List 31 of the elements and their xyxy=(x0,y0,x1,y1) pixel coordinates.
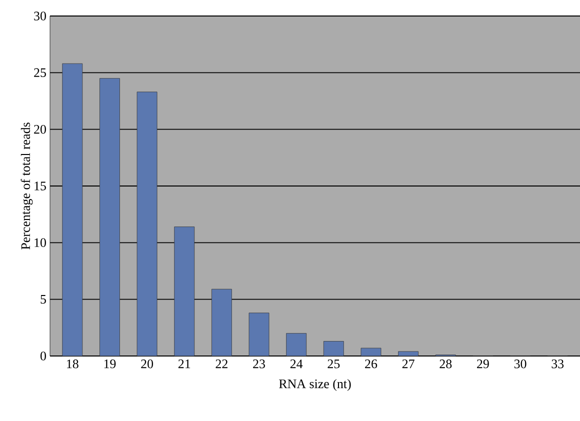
x-tick-label: 23 xyxy=(253,360,265,368)
x-tick-label: 19 xyxy=(104,360,116,368)
y-tick-label: 15 xyxy=(34,182,46,190)
x-tick-label: 33 xyxy=(552,360,564,368)
bar xyxy=(212,289,232,356)
x-tick-label: 25 xyxy=(328,360,340,368)
x-tick-label: 29 xyxy=(477,360,489,368)
bar xyxy=(62,64,82,356)
y-tick-label: 5 xyxy=(40,295,46,304)
y-tick-label: 10 xyxy=(34,238,46,248)
x-tick-label: 21 xyxy=(178,360,190,368)
bar xyxy=(137,92,158,356)
bar xyxy=(286,333,306,356)
x-tick-label: 22 xyxy=(216,360,228,368)
y-tick-label: 0 xyxy=(40,352,46,360)
y-axis-title: Percentage of total reads xyxy=(20,122,33,250)
y-tick-label: 20 xyxy=(34,124,46,134)
x-tick-label: 28 xyxy=(440,360,452,368)
bar xyxy=(174,226,194,356)
bar xyxy=(249,312,270,356)
x-tick-label: 24 xyxy=(290,360,303,368)
x-tick-label: 18 xyxy=(67,360,78,368)
bar xyxy=(324,341,344,356)
x-tick-label: 20 xyxy=(141,360,154,368)
y-tick-label: 25 xyxy=(34,68,46,78)
y-tick-label: 30 xyxy=(34,12,46,20)
bar xyxy=(100,78,120,356)
x-tick-label: 27 xyxy=(402,360,414,368)
x-axis-title: RNA size (nt) xyxy=(279,379,351,391)
x-tick-label: 26 xyxy=(365,360,378,368)
x-tick-label: 30 xyxy=(514,360,526,368)
